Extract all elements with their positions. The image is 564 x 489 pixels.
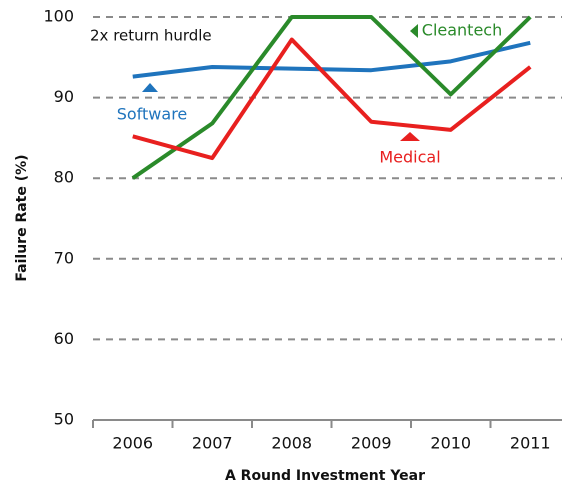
series-line [132,37,532,161]
y-axis-label: Failure Rate (%) [14,154,30,281]
annotation: 2x return hurdle [90,27,212,45]
y-tick-label: 50 [54,410,74,429]
x-tick-label: 2009 [351,434,392,453]
x-tick-label: 2008 [271,434,312,453]
series-label: Software [117,105,188,124]
series-line [132,40,531,79]
x-axis-label: A Round Investment Year [225,468,425,484]
y-tick-label: 60 [54,329,74,348]
label-pointer [142,83,158,92]
y-tick-label: 100 [43,7,74,26]
x-tick-label: 2007 [192,434,233,453]
x-tick-label: 2006 [112,434,153,453]
series-label: Medical [379,148,440,167]
y-tick-label: 90 [54,87,74,106]
series-label: Cleantech [422,21,502,40]
label-pointer [410,24,418,38]
y-tick-label: 70 [54,248,74,267]
series-line [131,15,532,180]
x-tick-label: 2010 [430,434,471,453]
label-pointer [400,132,420,141]
y-tick-label: 80 [54,168,74,187]
x-tick-label: 2011 [510,434,551,453]
